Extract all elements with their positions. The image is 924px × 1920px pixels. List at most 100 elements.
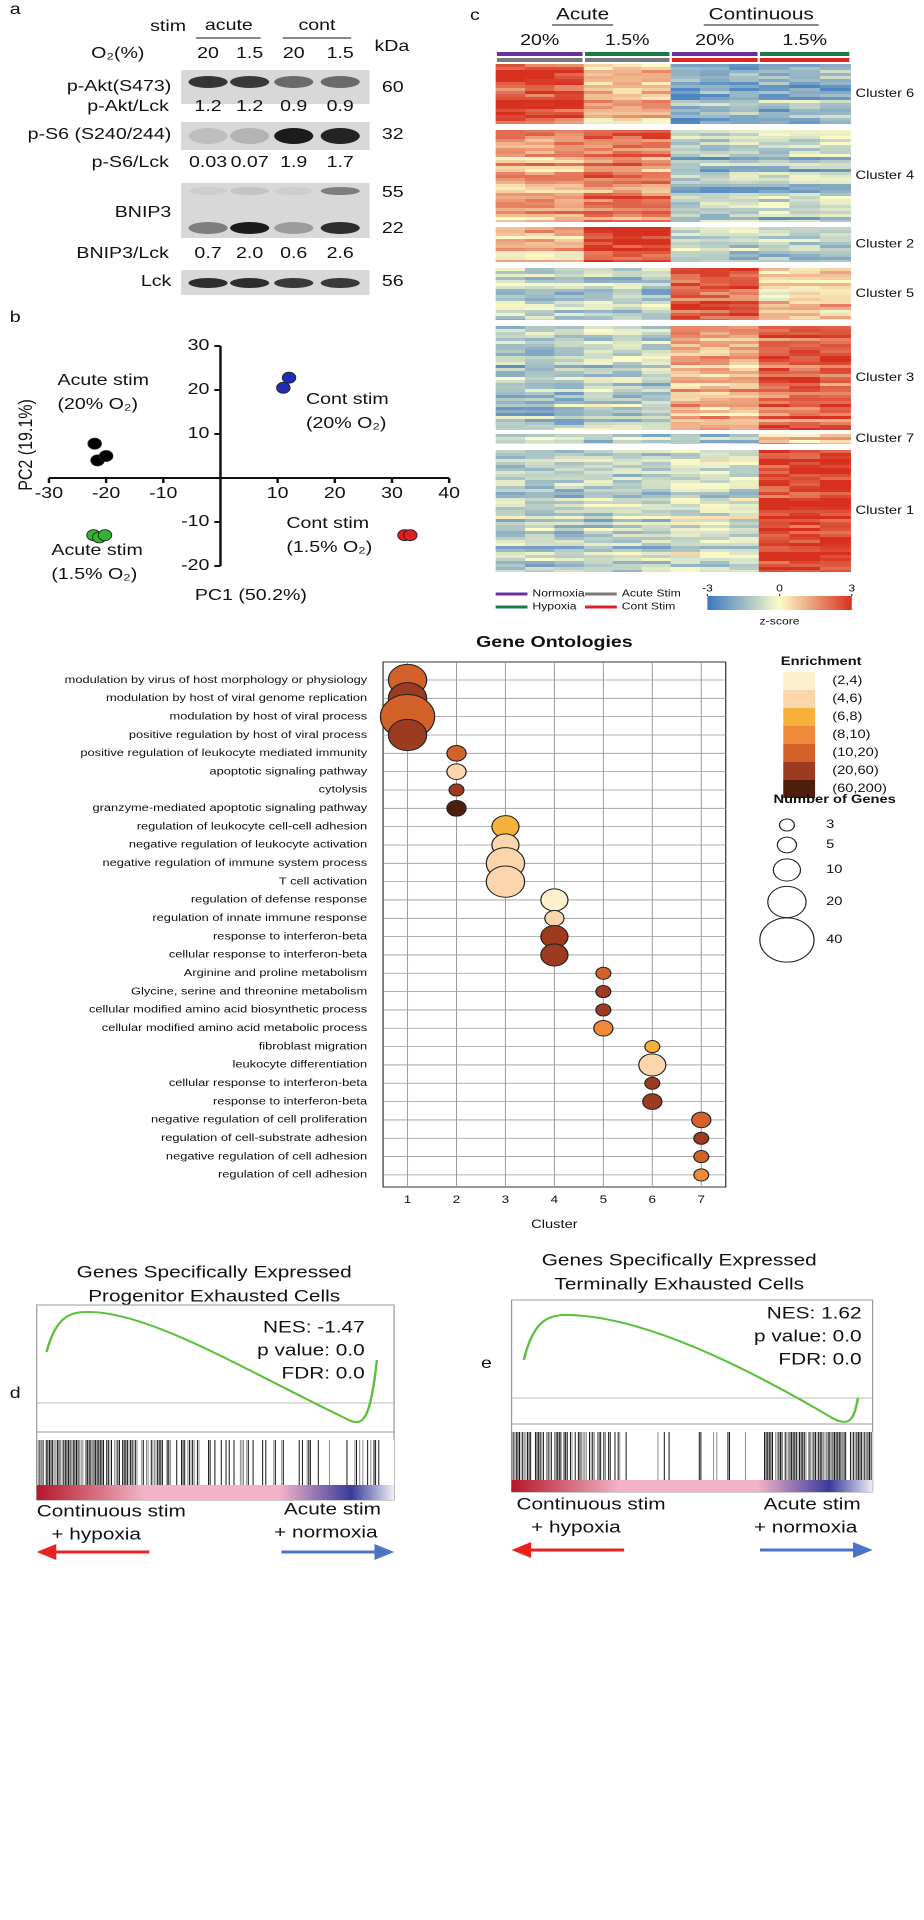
heatmap-cell xyxy=(670,456,701,460)
heatmap-cell xyxy=(670,91,701,95)
heatmap-cell xyxy=(700,450,730,454)
heatmap-cell xyxy=(729,552,760,556)
heatmap-cell xyxy=(525,217,555,221)
heatmap-cell xyxy=(525,498,555,502)
heatmap-cell xyxy=(554,121,585,124)
heatmap-cell xyxy=(583,295,614,299)
heatmap-cell xyxy=(612,280,643,284)
heatmap-cell xyxy=(495,319,526,320)
heatmap-cell xyxy=(670,233,701,237)
heatmap-cell xyxy=(729,227,760,231)
heatmap-cell xyxy=(700,274,730,278)
heatmap-cell xyxy=(789,477,821,481)
heatmap-cell xyxy=(670,398,701,402)
heatmap-cell xyxy=(612,410,643,414)
heatmap-cell xyxy=(700,73,730,77)
heatmap-cell xyxy=(729,313,760,317)
heatmap-cell xyxy=(789,377,821,381)
heatmap-cell xyxy=(554,109,585,113)
heatmap-cell xyxy=(819,175,851,179)
heatmap-cell xyxy=(819,166,851,170)
heatmap-cell xyxy=(554,522,585,526)
heatmap-cell xyxy=(789,398,821,402)
heatmap-cell xyxy=(641,407,672,411)
heatmap-cell xyxy=(525,492,555,496)
heatmap-cell xyxy=(789,217,821,221)
heatmap-cell xyxy=(612,139,643,143)
heatmap-cell xyxy=(641,151,672,155)
heatmap-cell xyxy=(495,154,526,158)
heatmap-cell xyxy=(789,109,821,113)
heatmap-cell xyxy=(670,208,701,212)
heatmap-cell xyxy=(670,356,701,360)
heatmap-cell xyxy=(641,416,672,420)
condition-bar xyxy=(671,58,758,62)
heatmap-cell xyxy=(819,540,851,544)
heatmap-cell xyxy=(789,443,821,444)
heatmap-cell xyxy=(789,413,821,417)
heatmap-cell xyxy=(670,335,701,339)
heatmap-cell xyxy=(612,540,643,544)
heatmap-cell xyxy=(495,91,526,95)
size-legend-label: 10 xyxy=(826,862,842,875)
heatmap-cell xyxy=(554,567,585,571)
heatmap-cell xyxy=(700,106,730,110)
heatmap-cell xyxy=(700,103,730,107)
heatmap-cell xyxy=(495,528,526,532)
heatmap-cell xyxy=(641,437,672,441)
heatmap-cell xyxy=(819,552,851,556)
blot-row-label: p-S6 (S240/244) xyxy=(28,125,172,143)
heatmap-cell xyxy=(670,202,701,206)
heatmap-cell xyxy=(612,558,643,562)
heatmap-cell xyxy=(641,245,672,249)
gsea-title: Genes Specifically Expressed xyxy=(542,1251,817,1270)
blot-ratio: 1.2 xyxy=(194,97,221,115)
heatmap-cell xyxy=(729,398,760,402)
heatmap-cell xyxy=(612,103,643,107)
blot-band xyxy=(320,128,360,144)
x-tick-label: 30 xyxy=(381,484,403,502)
heatmap-cell xyxy=(583,82,614,86)
heatmap-cell xyxy=(583,383,614,387)
heatmap-cell xyxy=(495,344,526,348)
heatmap-cell xyxy=(729,319,760,320)
blot-band xyxy=(320,187,360,195)
heatmap-cell xyxy=(583,251,614,255)
heatmap-cell xyxy=(758,453,790,457)
heatmap-cell xyxy=(641,341,672,345)
dot xyxy=(595,1003,612,1017)
blot-band xyxy=(188,128,228,144)
heatmap-cell xyxy=(583,64,614,68)
heatmap-cell xyxy=(641,115,672,119)
heatmap-cell xyxy=(700,558,730,562)
heatmap-cell xyxy=(495,389,526,393)
heatmap-cell xyxy=(554,365,585,369)
heatmap-cell xyxy=(641,498,672,502)
heatmap-cell xyxy=(729,564,760,568)
blot-band xyxy=(320,76,360,88)
heatmap-cell xyxy=(554,504,585,508)
heatmap-cell xyxy=(525,181,555,185)
heatmap-cell xyxy=(700,410,730,414)
heatmap-cell xyxy=(612,413,643,417)
heatmap-cell xyxy=(729,160,760,164)
heatmap-cell xyxy=(670,142,701,146)
heatmap-cell xyxy=(525,389,555,393)
heatmap-cell xyxy=(729,211,760,215)
heatmap-cell xyxy=(554,97,585,101)
heatmap-cell xyxy=(789,184,821,188)
heatmap-cell xyxy=(789,465,821,469)
heatmap-cell xyxy=(729,465,760,469)
heatmap-cell xyxy=(819,196,851,200)
heatmap-cell xyxy=(583,154,614,158)
heatmap-cell xyxy=(583,184,614,188)
heatmap-cell xyxy=(819,570,851,572)
x-tick-label: 20 xyxy=(324,484,346,502)
heatmap-cell xyxy=(700,389,730,393)
heatmap-cell xyxy=(525,456,555,460)
heatmap-cell xyxy=(789,298,821,302)
heatmap-cell xyxy=(525,359,555,363)
heatmap-cell xyxy=(729,443,760,444)
heatmap-cell xyxy=(641,558,672,562)
heatmap-cell xyxy=(525,304,555,308)
